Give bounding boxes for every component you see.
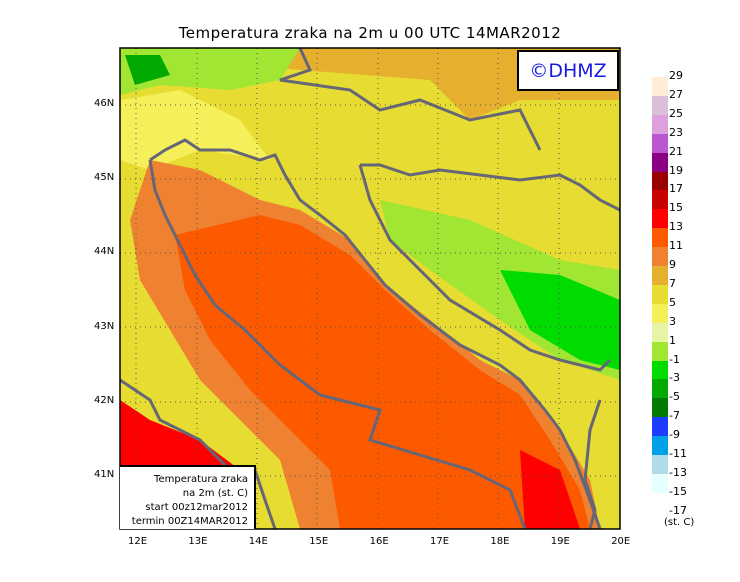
legend-label: -1 — [669, 352, 680, 366]
lon-tick-label: 17E — [430, 536, 450, 547]
alps-cold — [125, 55, 170, 85]
info-line: Temperatura zraka — [154, 474, 248, 485]
lon-tick-label: 18E — [490, 536, 510, 547]
lon-tick-label: 14E — [248, 536, 268, 547]
legend-swatch — [652, 133, 668, 153]
adriatic-sea — [175, 215, 590, 529]
lat-tick-label: 45N — [94, 172, 115, 184]
legend-swatch — [652, 284, 668, 304]
info-box: Temperatura zraka na 2m (st. C) start 00… — [120, 465, 256, 529]
info-line: na 2m (st. C) — [182, 488, 248, 499]
legend-label: -3 — [669, 371, 680, 385]
map-title: Temperatura zraka na 2m u 00 UTC 14MAR20… — [178, 24, 562, 42]
coastline — [120, 48, 620, 529]
legend-swatch — [652, 341, 668, 361]
lon-tick-label: 16E — [369, 536, 389, 547]
bosnia-colder — [500, 270, 620, 370]
legend-label: -7 — [669, 409, 680, 423]
legend-label: 7 — [669, 276, 676, 290]
lat-tick-label: 46N — [94, 98, 115, 109]
ionian-sea — [520, 450, 580, 529]
legend-label: 19 — [669, 163, 683, 177]
lon-tick-label: 19E — [550, 536, 570, 547]
legend-label: 9 — [669, 258, 676, 271]
lat-tick-label: 44N — [94, 246, 115, 258]
legend-swatch — [652, 228, 668, 248]
legend-swatch — [652, 190, 668, 210]
legend-swatch — [652, 303, 668, 323]
legend-label: 23 — [669, 125, 683, 139]
legend-swatch — [652, 322, 668, 342]
legend-label: 5 — [669, 295, 676, 309]
legend-label: -15 — [669, 484, 687, 498]
copyright-label: ©DHMZ — [517, 50, 619, 91]
legend-swatch — [652, 152, 668, 172]
legend-label: -9 — [669, 428, 680, 442]
lon-tick-label: 20E — [611, 536, 631, 547]
legend-label: 27 — [669, 87, 683, 101]
legend-unit: (st. C) — [664, 517, 695, 528]
legend-swatch — [652, 473, 668, 493]
info-line: start 00z12mar2012 — [145, 502, 248, 513]
legend-swatch — [652, 171, 668, 191]
legend-label: 25 — [669, 106, 683, 120]
legend-swatch — [652, 398, 668, 418]
legend-swatch — [652, 455, 668, 474]
legend-swatch — [652, 77, 668, 96]
legend-label: -5 — [669, 390, 680, 404]
legend-swatch — [652, 360, 668, 380]
graticule — [120, 48, 620, 529]
legend-label: 11 — [669, 239, 683, 253]
alps-green — [120, 48, 300, 95]
legend-label: 1 — [669, 333, 676, 347]
land-north — [120, 48, 620, 120]
legend-label: 3 — [669, 314, 676, 328]
lon-tick-label: 12E — [128, 536, 148, 547]
lat-tick-label: 42N — [94, 394, 115, 406]
legend-label: 13 — [669, 220, 683, 234]
legend-swatch — [652, 436, 668, 456]
legend-label: -13 — [669, 465, 687, 479]
legend-swatch — [652, 209, 668, 229]
legend-swatch — [652, 95, 668, 115]
info-line: termin 00Z14MAR2012 — [131, 516, 248, 527]
legend-label: 29 — [669, 69, 683, 82]
legend-label: -17 — [669, 503, 687, 517]
lon-tick-label: 15E — [309, 536, 329, 547]
legend-swatch — [652, 247, 668, 267]
legend-label: 15 — [669, 201, 683, 215]
lat-tick-label: 41N — [94, 469, 115, 480]
lon-tick-label: 13E — [188, 536, 208, 547]
legend-label: 17 — [669, 182, 683, 196]
legend-swatch — [652, 114, 668, 134]
legend-swatch — [652, 266, 668, 285]
legend-label: -11 — [669, 447, 687, 460]
legend-swatch — [652, 379, 668, 399]
legend-label: 21 — [669, 144, 683, 158]
legend-swatch — [652, 417, 668, 437]
lat-tick-label: 43N — [94, 320, 115, 332]
plot-frame — [119, 47, 621, 530]
